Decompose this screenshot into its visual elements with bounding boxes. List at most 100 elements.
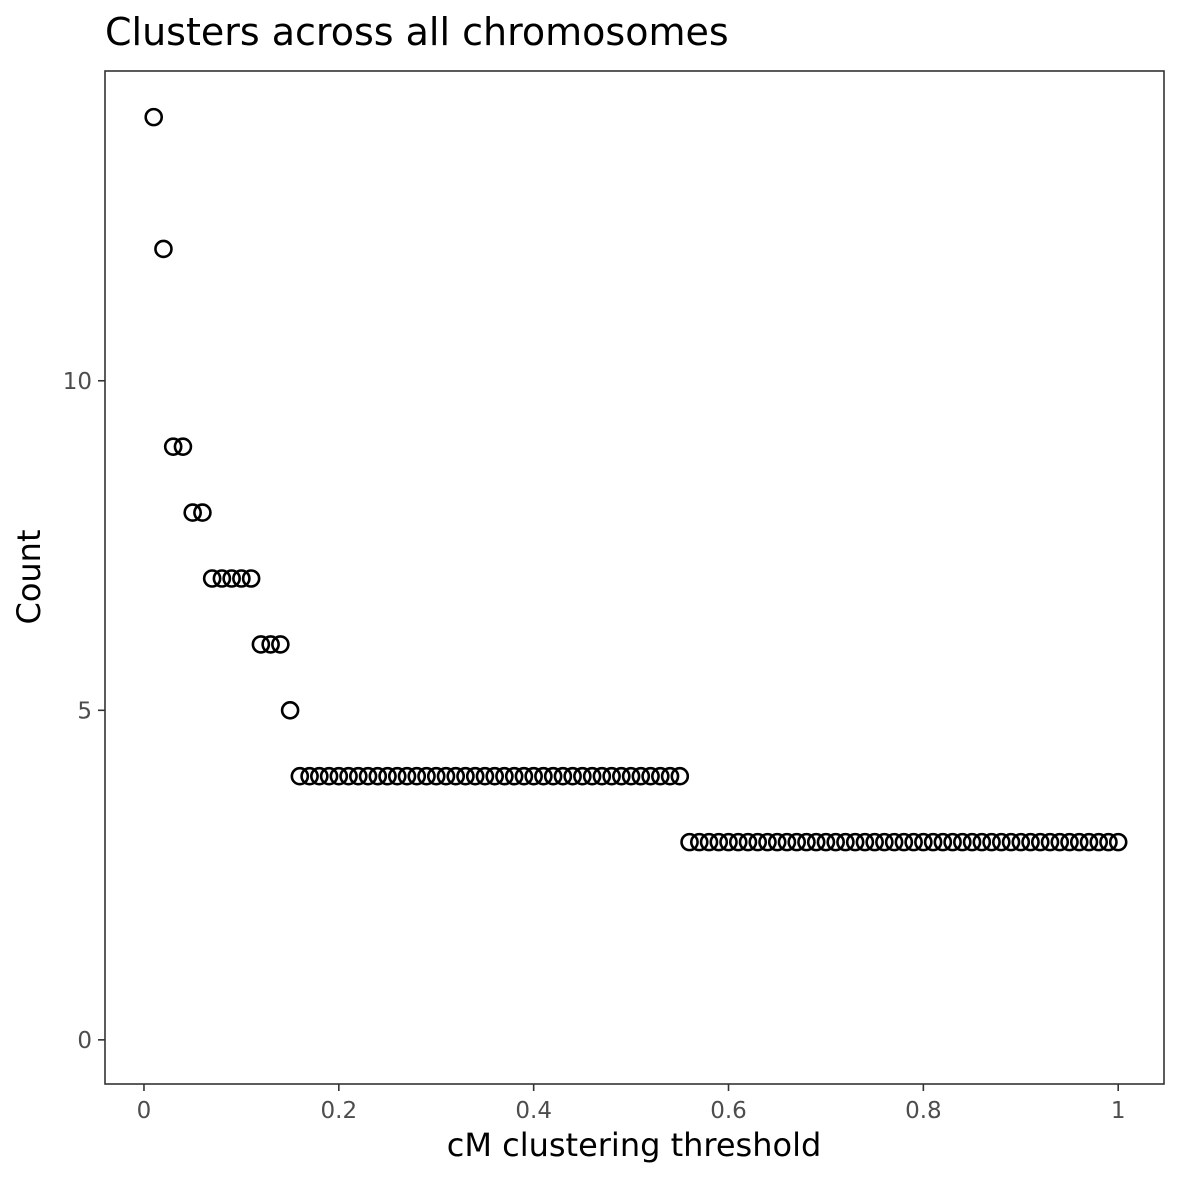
data-point-81 [933, 832, 953, 852]
data-point-96 [1079, 832, 1099, 852]
data-point-55 [680, 832, 699, 852]
data-point-10 [241, 569, 261, 588]
data-point-39 [524, 766, 543, 786]
data-point-56 [689, 832, 709, 852]
data-point-57 [699, 832, 719, 852]
data-point-6 [202, 569, 222, 588]
data-point-60 [728, 832, 748, 852]
x-tick-label-1: 0.2 [321, 1098, 358, 1124]
data-point-98 [1099, 832, 1118, 852]
data-point-80 [923, 832, 943, 852]
data-point-68 [806, 832, 826, 852]
data-point-0 [144, 107, 164, 127]
y-tick-label-2: 10 [63, 369, 92, 395]
data-point-31 [446, 766, 466, 786]
data-point-99 [1108, 832, 1128, 852]
data-point-8 [222, 569, 241, 588]
data-point-82 [943, 832, 962, 852]
data-point-23 [368, 766, 388, 786]
data-point-52 [651, 766, 670, 786]
plot-panel [104, 70, 1165, 1085]
data-point-35 [485, 766, 504, 786]
data-point-7 [212, 569, 232, 588]
data-point-75 [875, 832, 894, 852]
data-point-3 [173, 437, 193, 456]
data-point-24 [378, 766, 397, 786]
y-tick-label-1: 5 [77, 698, 92, 724]
data-point-49 [621, 766, 641, 786]
data-point-37 [504, 766, 524, 786]
y-axis-label: Count [10, 529, 48, 624]
data-point-48 [612, 766, 631, 786]
data-point-38 [514, 766, 534, 786]
data-point-78 [904, 832, 923, 852]
x-tick-label-5: 1 [1111, 1098, 1126, 1124]
data-point-94 [1060, 832, 1079, 852]
data-points [144, 107, 1128, 852]
data-point-61 [738, 832, 758, 852]
data-point-21 [349, 766, 368, 786]
data-point-93 [1050, 832, 1070, 852]
data-point-18 [319, 766, 339, 786]
data-point-32 [456, 766, 475, 786]
x-tick-label-3: 0.6 [710, 1098, 747, 1124]
data-point-14 [280, 701, 300, 720]
data-point-29 [426, 766, 446, 786]
data-point-46 [592, 766, 612, 786]
data-point-66 [787, 832, 807, 852]
data-point-11 [251, 635, 271, 654]
data-point-22 [358, 766, 378, 786]
data-point-54 [670, 766, 690, 786]
data-point-42 [553, 766, 573, 786]
data-point-28 [417, 766, 436, 786]
data-point-30 [436, 766, 456, 786]
data-point-65 [777, 832, 797, 852]
data-point-90 [1021, 832, 1040, 852]
data-point-19 [329, 766, 349, 786]
data-point-51 [641, 766, 660, 786]
data-point-87 [992, 832, 1011, 852]
data-point-33 [465, 766, 485, 786]
data-point-40 [534, 766, 553, 786]
data-point-91 [1030, 832, 1050, 852]
data-point-88 [1001, 832, 1021, 852]
data-point-76 [884, 832, 904, 852]
data-point-79 [914, 832, 933, 852]
data-point-9 [232, 569, 251, 588]
data-point-71 [836, 832, 855, 852]
data-point-92 [1040, 832, 1060, 852]
data-point-47 [602, 766, 621, 786]
data-point-83 [953, 832, 972, 852]
data-point-26 [397, 766, 417, 786]
data-point-43 [563, 766, 582, 786]
data-point-84 [962, 832, 982, 852]
data-point-95 [1069, 832, 1089, 852]
x-tick-label-0: 0 [137, 1098, 152, 1124]
x-axis: 0 0.2 0.4 0.6 0.8 1 [137, 1084, 1126, 1124]
data-point-77 [894, 832, 914, 852]
data-point-72 [845, 832, 865, 852]
data-point-59 [719, 832, 738, 852]
data-point-50 [631, 766, 651, 786]
y-tick-label-0: 0 [77, 1028, 92, 1054]
data-point-41 [543, 766, 563, 786]
data-point-12 [261, 635, 280, 654]
data-point-85 [972, 832, 992, 852]
data-point-44 [573, 766, 592, 786]
data-point-2 [163, 437, 183, 456]
data-point-86 [982, 832, 1001, 852]
data-point-4 [183, 503, 202, 522]
chart-title: Clusters across all chromosomes [105, 10, 729, 54]
data-point-25 [387, 766, 407, 786]
data-point-62 [748, 832, 768, 852]
data-point-89 [1011, 832, 1031, 852]
data-point-53 [660, 766, 680, 786]
data-point-63 [758, 832, 777, 852]
data-point-58 [709, 832, 729, 852]
data-point-20 [339, 766, 358, 786]
x-axis-label: cM clustering threshold [447, 1126, 822, 1164]
data-point-17 [310, 766, 329, 786]
data-point-45 [582, 766, 602, 786]
data-point-13 [271, 635, 290, 654]
